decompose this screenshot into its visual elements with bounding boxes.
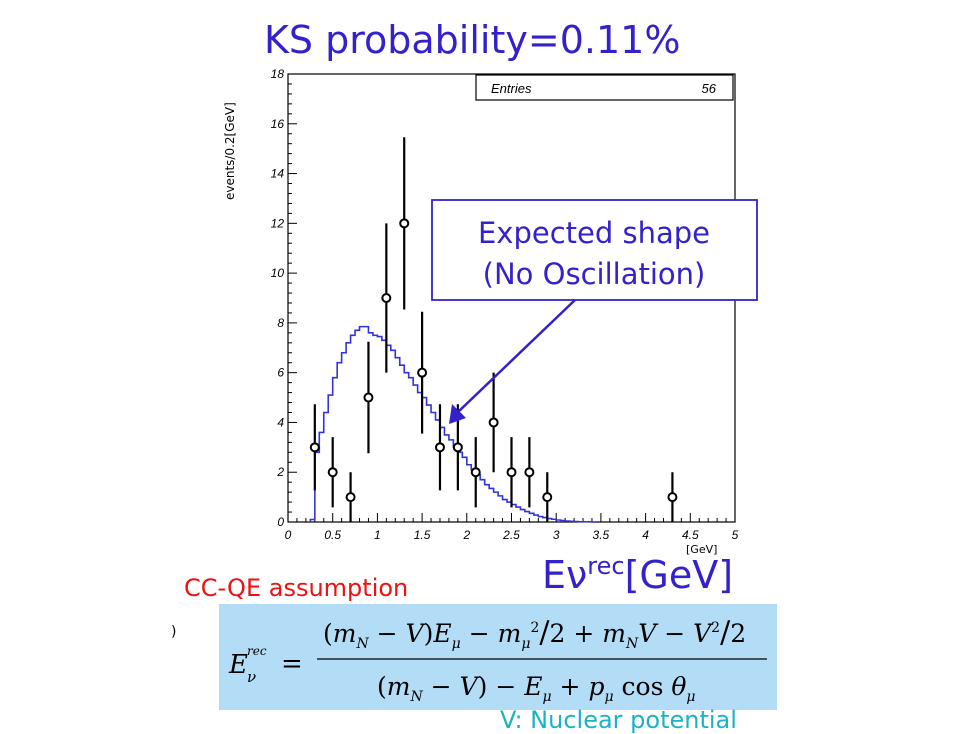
stats-label: Entries (491, 81, 532, 96)
point-marker (399, 218, 410, 229)
point-marker (381, 293, 392, 303)
y-tick-label: 18 (271, 67, 285, 81)
data-point (399, 137, 410, 310)
x-tick-label: 3.5 (593, 528, 610, 542)
data-point (327, 437, 338, 508)
x-axis-unit-small: [GeV] (686, 543, 718, 556)
y-tick-label: 0 (277, 515, 284, 529)
annotation-arrowhead (449, 404, 466, 424)
svg-text:(mN − V)Eμ − mμ2/2 + mNV − V2/: (mN − V)Eμ − mμ2/2 + mNV − V2/2 (323, 615, 746, 652)
svg-text:rec: rec (247, 644, 267, 658)
x-tick-label: 4.5 (682, 528, 699, 542)
svg-text:(mN − V) − Eμ + pμ cos θμ: (mN − V) − Eμ + pμ cos θμ (377, 672, 696, 705)
y-tick-label: 2 (276, 465, 284, 479)
data-point (434, 404, 445, 491)
left-fragment-mark: ) (171, 624, 177, 640)
y-axis-label: events/0.2[GeV] (223, 102, 237, 200)
annotation-box (431, 199, 758, 301)
svg-text:ν: ν (247, 668, 256, 686)
data-point (667, 472, 678, 522)
svg-text:E: E (228, 650, 248, 680)
y-tick-label: 4 (277, 415, 284, 429)
point-marker (434, 442, 445, 453)
x-tick-label: 1.5 (414, 528, 431, 542)
x-tick-labels: 0 0.5 1 1.5 2 2.5 3 3.5 4 4.5 5 (285, 528, 739, 542)
chart-title: KS probability=0.11% (264, 18, 681, 62)
data-point (524, 437, 535, 508)
data-point (488, 372, 499, 473)
data-point (506, 437, 517, 508)
point-marker (345, 492, 356, 503)
data-point (363, 341, 374, 454)
point-marker (309, 442, 320, 453)
x-tick-label: 3 (553, 528, 560, 542)
y-tick-label: 6 (277, 366, 284, 380)
point-marker (542, 492, 553, 503)
y-tick-label: 12 (271, 216, 285, 230)
x-tick-label: 5 (732, 528, 739, 542)
point-marker (506, 467, 517, 478)
x-tick-label: 0 (285, 528, 292, 542)
x-tick-label: 1 (374, 528, 381, 542)
ccqe-assumption-label: CC-QE assumption (184, 574, 409, 602)
y-tick-label: 16 (271, 117, 285, 131)
svg-text:=: = (281, 649, 303, 679)
x-axis-label: Eνrec[GeV] (542, 552, 733, 597)
y-tick-labels: 0 2 4 6 8 10 12 14 16 18 (271, 67, 285, 529)
x-tick-label: 4 (642, 528, 649, 542)
annotation-line2: (No Oscillation) (483, 257, 706, 291)
annotation-arrow-line (456, 299, 576, 414)
y-tick-label: 10 (271, 266, 285, 280)
data-point (470, 437, 481, 508)
data-point (345, 472, 356, 522)
point-marker (327, 467, 338, 478)
point-marker (470, 467, 481, 478)
stats-box (475, 74, 734, 101)
annotation-line1: Expected shape (478, 216, 710, 250)
data-point (417, 311, 428, 434)
data-point (381, 223, 392, 373)
point-marker (363, 392, 374, 403)
x-tick-label: 2 (462, 528, 470, 542)
x-axis-label-sup: rec (587, 552, 625, 580)
x-axis-label-main: Eν (542, 553, 588, 597)
point-marker (488, 417, 499, 428)
point-marker (667, 492, 678, 503)
expected-shape-histogram (309, 325, 597, 523)
x-tick-label: 0.5 (324, 528, 341, 542)
point-marker (452, 442, 463, 453)
stats-value: 56 (702, 81, 717, 96)
point-marker (524, 467, 535, 478)
point-marker (417, 367, 428, 378)
y-tick-label: 14 (271, 167, 285, 181)
x-axis-label-unit: [GeV] (624, 553, 734, 597)
formula-box: E ν rec = (mN − V)Eμ − mμ2/2 + mNV − V2/… (219, 604, 777, 710)
x-tick-label: 2.5 (502, 528, 520, 542)
data-points (309, 137, 678, 522)
energy-formula: E ν rec = (mN − V)Eμ − mμ2/2 + mNV − V2/… (228, 615, 767, 705)
nuclear-potential-note: V: Nuclear potential (500, 706, 737, 734)
data-point (309, 404, 320, 491)
data-point (542, 472, 553, 522)
y-tick-label: 8 (277, 316, 284, 330)
